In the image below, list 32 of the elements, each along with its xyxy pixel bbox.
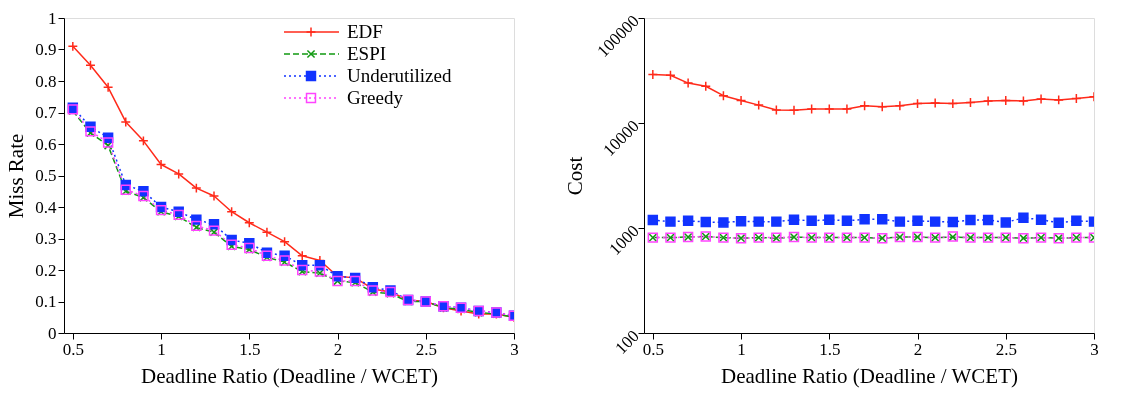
y-tick-label: 0.1: [35, 292, 57, 311]
x-tick-label: 2: [333, 339, 343, 359]
x-tick-label: 2.5: [995, 339, 1017, 359]
x-tick-label: 2.5: [415, 339, 437, 359]
legend-label: EDF: [347, 21, 383, 42]
y-tick-label: 0.6: [35, 134, 57, 154]
x-tick-label: 2: [913, 339, 923, 359]
legend-label: Underutilized: [347, 65, 452, 86]
y-tick-label: 0.3: [35, 229, 57, 248]
y-axis-title: Cost: [563, 156, 588, 196]
x-tick-label: 3: [1090, 339, 1099, 359]
y-tick-label: 0.7: [35, 103, 57, 122]
y-tick-label: 100: [611, 326, 643, 358]
x-tick-label: 0.5: [62, 339, 84, 359]
legend-label: ESPI: [347, 43, 387, 64]
x-tick-label: 1.5: [819, 339, 841, 359]
y-tick-label: 0.9: [35, 40, 57, 59]
y-axis-title: Miss Rate: [4, 133, 29, 219]
x-tick-label: 1: [737, 339, 746, 359]
y-tick-label: 0.4: [35, 197, 57, 217]
x-tick-label: 3: [510, 339, 519, 359]
y-tick-label: 1: [48, 8, 57, 28]
x-tick-label: 0.5: [642, 339, 664, 359]
x-axis-title: Deadline Ratio (Deadline / WCET): [140, 363, 439, 388]
x-axis-title: Deadline Ratio (Deadline / WCET): [720, 363, 1019, 388]
y-tick-label: 0: [48, 323, 57, 343]
y-tick-label: 0.8: [35, 71, 57, 91]
y-tick-label: 0.5: [35, 166, 57, 185]
legend-label: Greedy: [347, 87, 404, 108]
x-tick-label: 1: [157, 339, 166, 359]
x-tick-label: 1.5: [239, 339, 261, 359]
y-tick-label: 0.2: [35, 260, 57, 280]
